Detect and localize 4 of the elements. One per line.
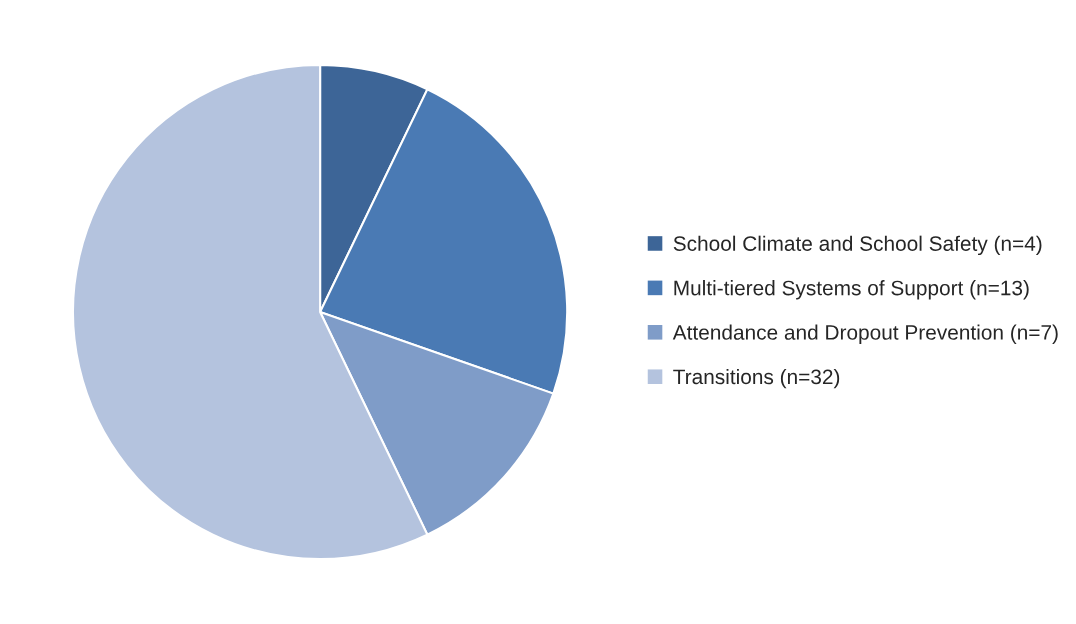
legend-label: Attendance and Dropout Prevention (n=7) xyxy=(672,324,1058,344)
legend-label: Multi-tiered Systems of Support (n=13) xyxy=(674,280,1029,300)
legend-label: Transitions (n=32) xyxy=(673,368,840,389)
legend-label: School Climate and School Safety (n=4) xyxy=(673,235,1042,256)
